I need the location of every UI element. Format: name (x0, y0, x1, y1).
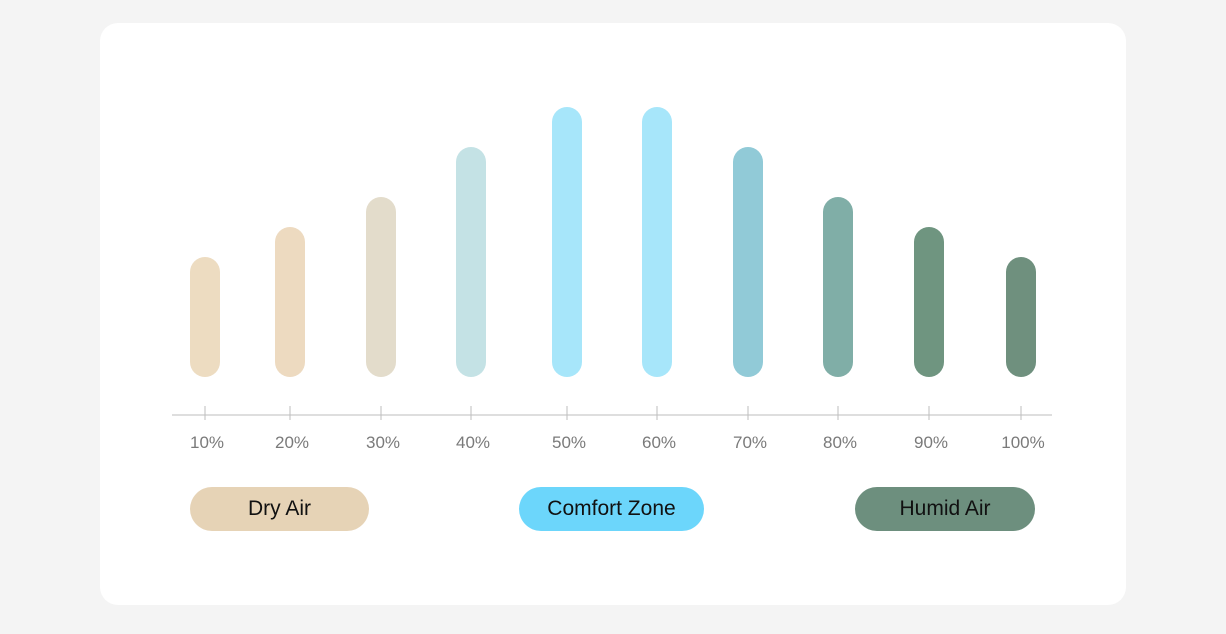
legend-dry-air-label: Dry Air (248, 497, 311, 520)
bar-60pct (642, 107, 672, 377)
bar-100pct (1006, 257, 1036, 377)
x-tick-label-80pct: 80% (823, 433, 857, 452)
x-tick-label-20pct: 20% (275, 433, 309, 452)
legend-humid-air-label: Humid Air (899, 497, 991, 520)
legend-dry-air: Dry Air (190, 487, 369, 531)
x-tick-label-100pct: 100% (1001, 433, 1044, 452)
bar-10pct (190, 257, 220, 377)
x-tick-label-30pct: 30% (366, 433, 400, 452)
legend-comfort-zone-label: Comfort Zone (547, 497, 676, 520)
bar-20pct (275, 227, 305, 377)
legend-humid-air: Humid Air (855, 487, 1035, 531)
bar-50pct (552, 107, 582, 377)
legend-comfort-zone: Comfort Zone (519, 487, 704, 531)
x-tick-label-90pct: 90% (914, 433, 948, 452)
bar-30pct (366, 197, 396, 377)
x-tick-label-70pct: 70% (733, 433, 767, 452)
bar-80pct (823, 197, 853, 377)
x-tick-labels-group: 10% 20% 30% 40% 50% 60% 70% 80% 90% 100% (190, 433, 1045, 452)
x-tick-label-60pct: 60% (642, 433, 676, 452)
bar-90pct (914, 227, 944, 377)
x-tick-label-10pct: 10% (190, 433, 224, 452)
bar-70pct (733, 147, 763, 377)
x-ticks-group (204, 406, 1022, 420)
bar-40pct (456, 147, 486, 377)
x-tick-label-50pct: 50% (552, 433, 586, 452)
bars-group (190, 107, 1036, 377)
x-tick-label-40pct: 40% (456, 433, 490, 452)
